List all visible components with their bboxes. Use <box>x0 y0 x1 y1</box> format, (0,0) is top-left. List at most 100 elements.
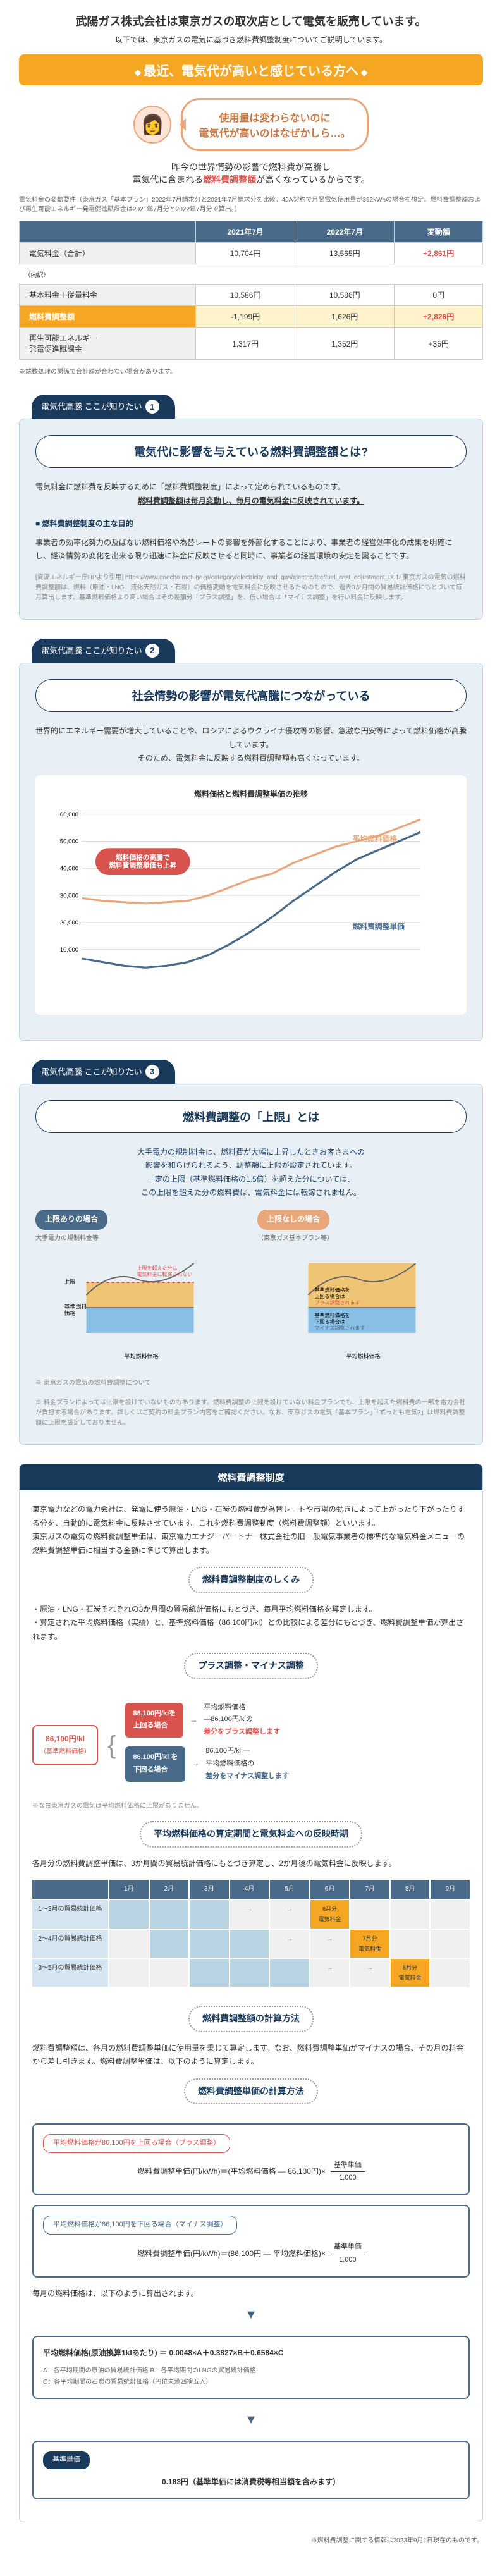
table-footnote: ※端数処理の関係で合計額が合わない場合があります。 <box>19 366 483 376</box>
section2-tab: 電気代高騰 ここが知りたい2 <box>32 639 175 663</box>
section1: 電気代に影響を与えている燃料費調整額とは? 電気料金に燃料費を反映するために「燃… <box>19 419 483 620</box>
schedule-cell <box>431 1930 470 1958</box>
header-sub: 以下では、東京ガスの電気に基づき燃料費調整制度についてご説明しています。 <box>19 34 483 45</box>
price-table: 2021年7月2022年7月変動額 電気料金（合計）10,704円13,565円… <box>19 221 483 360</box>
adjust-diagram: 86,100円/kl （基準燃料価格） { 86,100円/klを 上回る場合 … <box>32 1702 470 1789</box>
svg-text:燃料価格の高騰で燃料費調整単価も上昇: 燃料価格の高騰で燃料費調整単価も上昇 <box>109 854 176 870</box>
down-badge: 86,100円/kl を 下回る場合 <box>125 1746 185 1782</box>
mech-h6: 燃料費調整単価の計算方法 <box>184 2078 318 2104</box>
schedule-cell <box>230 1959 269 1987</box>
svg-text:プラス調整されます: プラス調整されます <box>315 1299 360 1306</box>
svg-text:マイナス調整されます: マイナス調整されます <box>315 1325 365 1331</box>
svg-text:価格: 価格 <box>64 1309 76 1316</box>
svg-text:基準燃料価格を: 基準燃料価格を <box>315 1287 350 1293</box>
section3-note2: ※ 料金プランによっては上限を設けていないものもあります。燃料費調整の上限を設け… <box>35 1398 467 1428</box>
table-header: 2022年7月 <box>295 221 395 243</box>
schedule-row-label: 2〜4月の貿易統計価格 <box>32 1930 108 1958</box>
svg-text:10,000: 10,000 <box>60 947 78 954</box>
table-row: 電気料金（合計）10,704円13,565円+2,861円 <box>20 243 483 264</box>
person-icon: 👩 <box>133 106 171 144</box>
section1-tab: 電気代高騰 ここが知りたい1 <box>32 395 175 419</box>
table-row: 基本料金＋従量料金10,586円10,586円0円 <box>20 285 483 306</box>
section3-tab: 電気代高騰 ここが知りたい3 <box>32 1060 175 1084</box>
bubble-line2: 電気代が高いのはなぜかしら…。 <box>199 125 350 140</box>
section3-lead: 大手電力の規制料金は、燃料費が大幅に上昇したときお客さまへの 影響を和らげられる… <box>35 1146 467 1200</box>
mech-h2: 燃料費調整制度のしくみ <box>188 1567 314 1593</box>
section1-bullet-body: 事業者の効率化努力の及ばない燃料価格や為替レートの影響を外部化することにより、事… <box>35 536 467 563</box>
schedule-row-label: 1〜3月の貿易統計価格 <box>32 1900 108 1928</box>
section2-title: 社会情勢の影響が電気代高騰につながっている <box>35 679 467 712</box>
schedule-cell <box>150 1900 189 1928</box>
schedule-cell: → <box>230 1900 269 1928</box>
schedule-cell <box>109 1930 149 1958</box>
svg-text:60,000: 60,000 <box>60 811 78 818</box>
section3-note1: ※ 東京ガスの電気の燃料費調整について <box>35 1378 467 1389</box>
schedule-cell: → <box>270 1900 309 1928</box>
limit-ari-badge: 上限ありの場合 <box>35 1210 107 1230</box>
table-row: 再生可能エネルギー 発電促進賦課金1,317円1,352円+35円 <box>20 328 483 360</box>
table-header: 変動額 <box>395 221 483 243</box>
svg-text:平均燃料価格: 平均燃料価格 <box>346 1352 381 1359</box>
section3: 燃料費調整の「上限」とは 大手電力の規制料金は、燃料費が大幅に上昇したときお客さ… <box>19 1084 483 1445</box>
svg-text:燃料費調整単価: 燃料費調整単価 <box>352 923 404 931</box>
arrow-right-icon: → <box>190 1714 197 1727</box>
section3-title: 燃料費調整の「上限」とは <box>35 1100 467 1133</box>
svg-text:20,000: 20,000 <box>60 919 78 926</box>
mech-h3: プラス調整・マイナス調整 <box>184 1653 317 1679</box>
diamond-right-icon: ◆ <box>361 67 368 77</box>
section1-source: [資源エネルギー庁HPより引用] https://www.enecho.meti… <box>35 573 467 603</box>
schedule-cell: → <box>310 1930 350 1958</box>
svg-text:基準燃料: 基準燃料 <box>64 1303 87 1310</box>
schedule-cell <box>190 1930 229 1958</box>
formula-a: 平均燃料価格が86,100円を上回る場合（プラス調整） 燃料費調整単価(円/kW… <box>32 2123 470 2195</box>
formula-base-unit: 基準単価 0.183円（基準単価には消費税等相当額を含みます） <box>32 2441 470 2499</box>
table-row: 燃料費調整額-1,199円1,626円+2,826円 <box>20 306 483 328</box>
svg-text:平均燃料価格: 平均燃料価格 <box>125 1352 159 1359</box>
schedule-cell <box>150 1930 189 1958</box>
arrow-down-icon: ▼ <box>32 2303 470 2326</box>
svg-text:電気料金に転嫁されない: 電気料金に転嫁されない <box>137 1271 193 1277</box>
section2-lead: 世界的にエネルギー需要が増大していることや、ロシアによるウクライナ侵攻等の影響、… <box>35 725 467 766</box>
arrow-right-icon: → <box>192 1757 199 1771</box>
svg-text:40,000: 40,000 <box>60 866 78 873</box>
formula-b: 平均燃料価格が86,100円を下回る場合（マイナス調整） 燃料費調整単価(円/k… <box>32 2205 470 2277</box>
table-note: 電気料金の変動要件（東京ガス「基本プラン」2022年7月請求分と2021年7月請… <box>19 195 483 214</box>
table-header <box>20 221 196 243</box>
schedule-cell <box>190 1959 229 1987</box>
svg-text:50,000: 50,000 <box>60 838 78 845</box>
section1-lead2: 燃料費調整額は毎月変動し、毎月の電気料金に反映されています。 <box>35 494 467 508</box>
schedule-table: 1月2月3月4月5月6月7月8月9月1〜3月の貿易統計価格→→6月分 電気料金2… <box>32 1880 470 1987</box>
svg-text:平均燃料価格: 平均燃料価格 <box>352 835 397 843</box>
intro-line2b: 燃料費調整額 <box>203 175 256 185</box>
header-title: 武陽ガス株式会社は東京ガスの取次店として電気を販売しています。 <box>19 13 483 29</box>
schedule-cell <box>230 1930 269 1958</box>
mech-p1: 東京電力などの電力会社は、発電に使う原油・LNG・石炭の燃料費が為替レートや市場… <box>32 1503 470 1557</box>
limit-nashi-badge: 上限なしの場合 <box>257 1210 329 1230</box>
brace-icon: { <box>107 1722 116 1768</box>
mech-p2: ・原油・LNG・石炭それぞれの3か月間の貿易統計価格にもとづき、毎月平均燃料価格… <box>32 1603 470 1644</box>
schedule-row-label: 3〜5月の貿易統計価格 <box>32 1959 108 1987</box>
limit-ari-svg: 上限 基準燃料 価格 平均燃料価格 上限を超えた分は 電気料金に転嫁されない <box>35 1251 245 1365</box>
schedule-cell <box>109 1900 149 1928</box>
formula-c: 平均燃料価格(原油換算1klあたり) ＝ 0.0048×A＋0.3827×B＋0… <box>32 2336 470 2399</box>
mech-p4: 各月分の燃料費調整単価は、3か月間の貿易統計価格にもとづき算定し、2か月後の電気… <box>32 1857 470 1871</box>
schedule-cell <box>270 1959 309 1987</box>
schedule-cell <box>391 1930 430 1958</box>
arrow-down-icon: ▼ <box>32 2408 470 2431</box>
mech-p5: 燃料費調整額は、各月の燃料費調整単価に使用量を乗じて算定します。なお、燃料費調整… <box>32 2042 470 2069</box>
schedule-cell: 7月分 電気料金 <box>350 1930 389 1958</box>
limit-nashi-sub: （東京ガス基本プラン等） <box>257 1233 467 1244</box>
section2: 社会情勢の影響が電気代高騰につながっている 世界的にエネルギー需要が増大している… <box>19 663 483 1041</box>
schedule-cell: → <box>270 1930 309 1958</box>
base-price-box: 86,100円/kl （基準燃料価格） <box>32 1725 98 1765</box>
intro-line2c: が高くなっているからです。 <box>256 175 369 185</box>
section1-bullet-title: 燃料費調整制度の主な目的 <box>35 517 467 531</box>
schedule-cell: 6月分 電気料金 <box>310 1900 350 1928</box>
banner-text: 最近、電気代が高いと感じている方へ <box>144 64 358 78</box>
section1-lead: 電気料金に燃料費を反映するために「燃料費調整制度」によって定められているものです… <box>35 481 467 494</box>
intro-line1: 昨今の世界情勢の影響で燃料費が高騰し <box>19 161 483 173</box>
schedule-cell <box>190 1900 229 1928</box>
mech-h1: 燃料費調整制度 <box>20 1464 482 1490</box>
svg-text:上回る場合は: 上回る場合は <box>315 1293 345 1299</box>
speech-section: 👩 使用量は変わらないのに 電気代が高いのはなぜかしら…。 <box>19 98 483 151</box>
